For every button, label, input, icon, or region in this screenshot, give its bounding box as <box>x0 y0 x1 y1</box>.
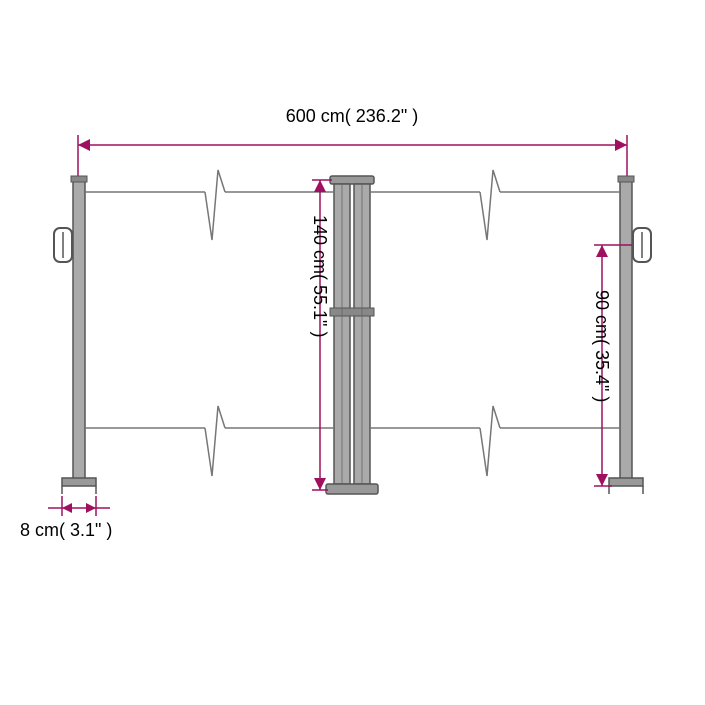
right-post <box>609 176 651 494</box>
left-post <box>54 176 96 494</box>
base-depth-label: 8 cm( 3.1" ) <box>20 520 112 540</box>
left-base <box>62 478 96 486</box>
width-dimension: 600 cm( 236.2" ) <box>78 106 627 180</box>
right-handle <box>633 228 651 262</box>
right-base <box>609 478 643 486</box>
screen-left <box>85 170 334 476</box>
center-top-cap <box>330 176 374 184</box>
right-post-body <box>620 180 632 480</box>
screen-right <box>370 170 620 476</box>
center-unit <box>326 176 378 494</box>
width-label: 600 cm( 236.2" ) <box>286 106 418 126</box>
handle-height-label: 90 cm( 35.4" ) <box>592 290 612 402</box>
diagram-container: 600 cm( 236.2" ) <box>0 0 705 705</box>
arrow-left <box>78 139 90 151</box>
center-mid <box>330 308 374 316</box>
height-dimension: 140 cm( 55.1" ) <box>310 180 332 490</box>
center-base <box>326 484 378 494</box>
height-label: 140 cm( 55.1" ) <box>310 215 330 337</box>
base-depth-dimension: 8 cm( 3.1" ) <box>20 496 112 540</box>
arrow-right <box>615 139 627 151</box>
left-handle <box>54 228 72 262</box>
dimension-diagram: 600 cm( 236.2" ) <box>0 0 705 705</box>
left-post-body <box>73 180 85 480</box>
